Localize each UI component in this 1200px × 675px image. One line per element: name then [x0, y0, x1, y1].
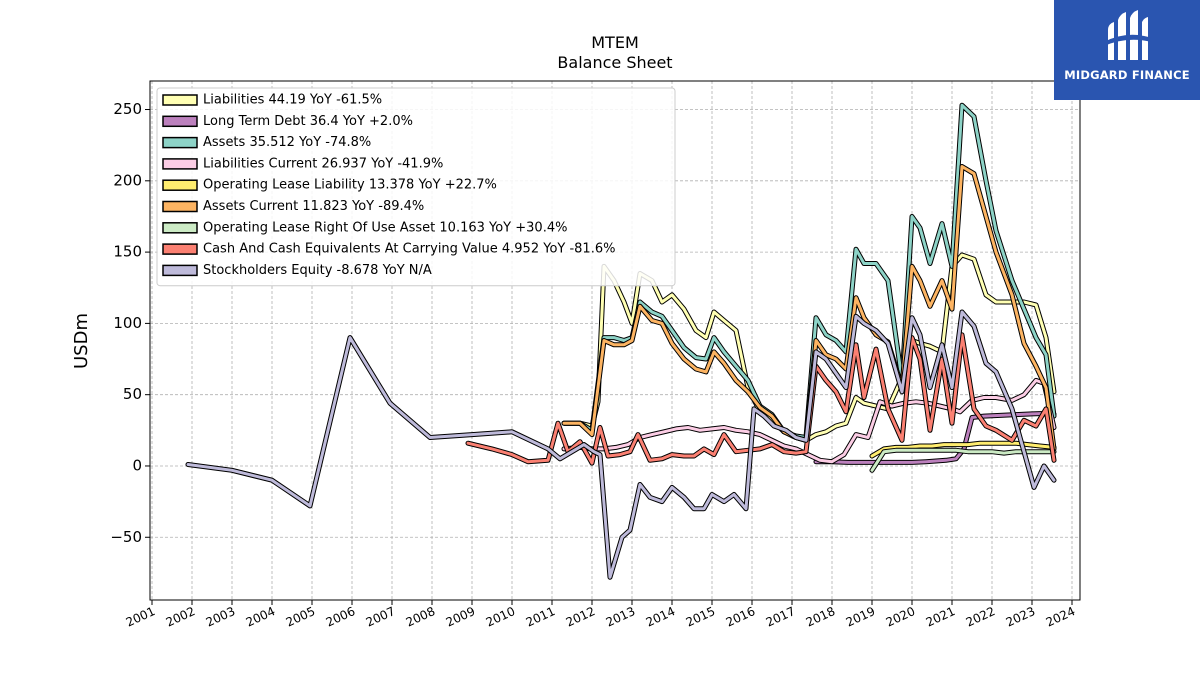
legend: Liabilities 44.19 YoY -61.5% Long Term De… — [156, 87, 676, 287]
legend-swatch — [162, 264, 198, 277]
legend-label: Assets 35.512 YoY -74.8% — [203, 135, 371, 150]
x-tick-label: 2016 — [724, 604, 758, 630]
legend-label: Operating Lease Liability 13.378 YoY +22… — [203, 178, 497, 193]
y-tick-label: 0 — [132, 456, 142, 474]
x-tick-label: 2011 — [524, 604, 558, 630]
x-tick-label: 2006 — [324, 604, 358, 630]
legend-item: Assets 35.512 YoY -74.8% — [162, 135, 371, 150]
legend-item: Liabilities Current 26.937 YoY -41.9% — [162, 156, 443, 171]
chart-subtitle: Balance Sheet — [557, 53, 672, 72]
x-tick-label: 2008 — [404, 604, 438, 630]
y-tick-label: 50 — [123, 385, 142, 403]
plot-frame — [149, 80, 1081, 601]
legend-swatch — [162, 179, 198, 191]
x-tick-label: 2002 — [164, 604, 198, 630]
legend-label: Liabilities Current 26.937 YoY -41.9% — [203, 156, 443, 171]
x-tick-label: 2017 — [764, 604, 798, 630]
legend-item: Cash And Cash Equivalents At Carrying Va… — [162, 242, 615, 257]
midgard-finance-logo: MIDGARD FINANCE — [1054, 0, 1200, 100]
legend-swatch — [162, 136, 198, 149]
x-tick-label: 2003 — [204, 604, 238, 630]
x-tick-label: 2004 — [244, 604, 278, 630]
x-tick-label: 2021 — [924, 604, 958, 630]
legend-box — [156, 87, 676, 287]
logo-mark-icon — [1104, 10, 1152, 60]
x-tick-label: 2001 — [124, 604, 158, 630]
legend-label: Long Term Debt 36.4 YoY +2.0% — [203, 114, 413, 129]
y-tick-label: 150 — [113, 243, 142, 261]
series-line — [186, 310, 1056, 579]
x-tick-label: 2022 — [964, 604, 998, 630]
x-tick-label: 2010 — [484, 604, 518, 630]
legend-swatch — [162, 222, 198, 234]
legend-label: Cash And Cash Equivalents At Carrying Va… — [203, 242, 615, 257]
y-axis-label: USDm — [71, 313, 92, 369]
legend-label: Operating Lease Right Of Use Asset 10.16… — [203, 220, 567, 235]
x-tick-label: 2007 — [364, 604, 398, 630]
y-tick-label: 200 — [113, 171, 142, 189]
y-tick-label: 250 — [113, 100, 142, 118]
x-tick-label: 2014 — [644, 604, 678, 630]
legend-swatch — [162, 200, 198, 213]
legend-item: Stockholders Equity -8.678 YoY N/A — [162, 263, 432, 278]
series-8 — [185, 309, 1057, 580]
legend-item: Assets Current 11.823 YoY -89.4% — [162, 199, 424, 214]
legend-item: Liabilities 44.19 YoY -61.5% — [162, 93, 382, 108]
legend-label: Assets Current 11.823 YoY -89.4% — [203, 199, 424, 214]
x-tick-label: 2009 — [444, 604, 478, 630]
x-axis: 2001 2002 2003 2004 2005 2006 2007 2008 2009 2010… — [124, 600, 1078, 630]
logo-wordmark: MIDGARD FINANCE — [1064, 68, 1190, 82]
legend-swatch — [162, 115, 198, 128]
x-tick-label: 2013 — [604, 604, 638, 630]
y-tick-label: −50 — [110, 528, 142, 546]
y-tick-label: 100 — [113, 314, 142, 332]
legend-item: Long Term Debt 36.4 YoY +2.0% — [162, 114, 413, 129]
series-7 — [465, 332, 1057, 466]
y-axis: −50 0 50 100 150 200 250 — [110, 100, 150, 546]
x-tick-label: 2020 — [884, 604, 918, 630]
legend-swatch — [162, 243, 198, 255]
x-tick-label: 2023 — [1004, 604, 1038, 630]
chart-title: MTEM — [591, 33, 639, 52]
x-tick-label: 2012 — [564, 604, 598, 630]
series-line — [466, 333, 1056, 465]
legend-item: Operating Lease Liability 13.378 YoY +22… — [162, 178, 497, 193]
x-tick-label: 2018 — [804, 604, 838, 630]
legend-swatch — [162, 94, 198, 106]
x-tick-label: 2005 — [284, 604, 318, 630]
legend-label: Liabilities 44.19 YoY -61.5% — [203, 93, 382, 108]
legend-swatch — [162, 158, 198, 170]
legend-item: Operating Lease Right Of Use Asset 10.16… — [162, 220, 567, 235]
legend-label: Stockholders Equity -8.678 YoY N/A — [203, 263, 432, 278]
x-tick-label: 2015 — [684, 604, 718, 630]
x-tick-label: 2019 — [844, 604, 878, 630]
x-tick-label: 2024 — [1044, 604, 1078, 630]
series-lines — [185, 102, 1057, 580]
